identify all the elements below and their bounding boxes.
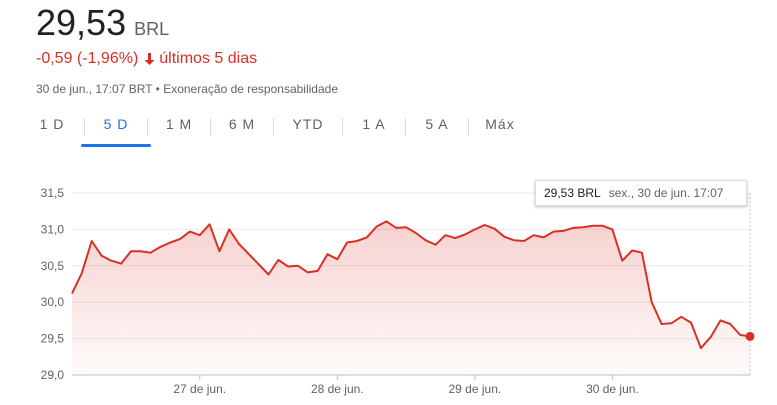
price-change: -0,59 (-1,96%)	[36, 50, 139, 67]
tab-1d[interactable]: 1 D	[39, 116, 65, 132]
arrow-down-icon	[144, 53, 155, 65]
meta-separator: •	[155, 82, 160, 96]
x-tick-label: 27 de jun.	[173, 382, 226, 396]
current-price: 29,53	[36, 2, 127, 43]
currency-code: BRL	[134, 19, 170, 39]
tab-divider	[147, 118, 148, 136]
tab-divider	[342, 118, 343, 136]
y-tick-label: 30,0	[41, 295, 65, 309]
tab-6m[interactable]: 6 M	[228, 116, 256, 132]
tab-5a[interactable]: 5 A	[425, 116, 449, 132]
tab-divider	[84, 118, 85, 136]
y-tick-label: 31,0	[41, 222, 65, 236]
last-point-marker	[745, 331, 755, 341]
tab-ytd[interactable]: YTD	[292, 116, 324, 132]
disclaimer-link[interactable]: Exoneração de responsabilidade	[163, 82, 338, 96]
x-tick-label: 28 de jun.	[311, 382, 364, 396]
y-tick-label: 30,5	[41, 259, 65, 273]
tab-divider	[405, 118, 406, 136]
tab-max[interactable]: Máx	[485, 116, 515, 132]
y-tick-label: 29,0	[41, 368, 65, 382]
tab-1m[interactable]: 1 M	[165, 116, 193, 132]
quote-meta: 30 de jun., 17:07 BRT • Exoneração de re…	[36, 82, 338, 96]
price-area	[72, 221, 750, 375]
y-tick-label: 29,5	[41, 332, 65, 346]
x-tick-label: 30 de jun.	[586, 382, 639, 396]
change-period: últimos 5 dias	[159, 50, 258, 67]
tab-divider	[210, 118, 211, 136]
tab-divider	[468, 118, 469, 136]
tooltip-value: 29,53 BRL	[544, 186, 601, 200]
tooltip-time: sex., 30 de jun. 17:07	[608, 186, 724, 200]
price-tooltip: 29,53 BRL sex., 30 de jun. 17:07	[535, 180, 747, 206]
y-tick-label: 31,5	[41, 186, 65, 200]
tab-5d[interactable]: 5 D	[81, 116, 151, 148]
price-header: 29,53 BRL	[36, 2, 169, 44]
x-tick-label: 29 de jun.	[449, 382, 502, 396]
tab-divider	[273, 118, 274, 136]
range-tabs: 1 D 5 D 1 M 6 M YTD 1 A 5 A Máx	[20, 116, 531, 148]
tab-1a[interactable]: 1 A	[362, 116, 386, 132]
change-row: -0,59 (-1,96%) últimos 5 dias	[36, 50, 257, 68]
quote-timestamp: 30 de jun., 17:07 BRT	[36, 82, 153, 96]
price-line	[71, 220, 751, 350]
